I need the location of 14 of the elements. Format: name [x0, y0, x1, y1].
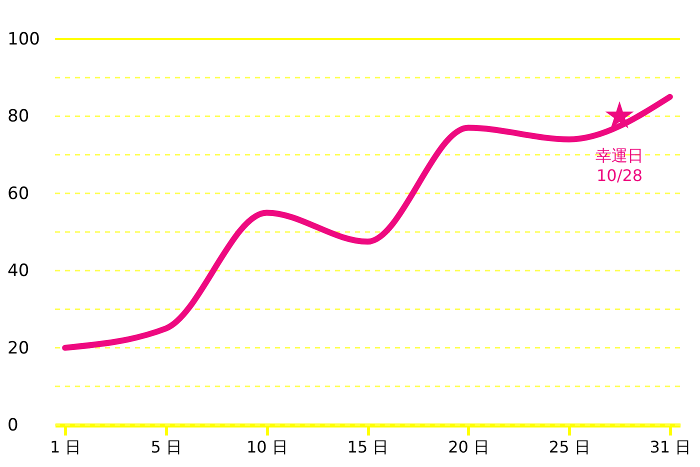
x-tick-label: 1 日: [50, 438, 82, 456]
x-tick-label: 20 日: [448, 438, 490, 456]
annotation: 幸運日 10/28: [596, 146, 644, 186]
x-tick-label: 31 日: [650, 438, 692, 456]
y-tick-label: 40: [8, 261, 30, 282]
y-tick-label: 60: [8, 184, 30, 204]
x-tick-label: 15 日: [347, 438, 389, 456]
y-tick-label: 100: [8, 30, 40, 50]
y-tick-label: 80: [8, 106, 30, 127]
y-tick-label: 0: [8, 416, 18, 436]
x-tick-label: 10 日: [246, 438, 288, 456]
y-tick-label: 20: [8, 338, 30, 358]
x-tick-label: 5 日: [150, 438, 182, 456]
x-tick-label: 25 日: [548, 438, 590, 456]
